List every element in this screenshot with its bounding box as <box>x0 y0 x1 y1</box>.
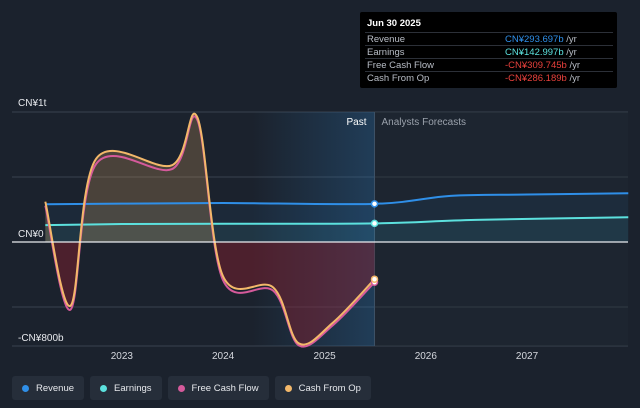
tooltip-row-cash-from-op: Cash From Op -CN¥286.189b /yr <box>365 71 613 84</box>
y-min-label: -CN¥800b <box>18 333 64 344</box>
legend-item-cash-from-op[interactable]: Cash From Op <box>274 376 371 400</box>
y-zero-label: CN¥0 <box>18 229 44 240</box>
earnings-area <box>45 217 629 242</box>
legend-item-earnings[interactable]: Earnings <box>90 376 162 400</box>
tooltip-row-name: Revenue <box>367 34 406 45</box>
legend-label: Cash From Op <box>298 382 361 394</box>
tooltip-row-revenue: Revenue CN¥293.697b /yr <box>365 32 613 45</box>
tooltip-row-name: Cash From Op <box>367 73 430 84</box>
earnings-line <box>45 216 629 227</box>
tooltip-row-unit: /yr <box>569 60 580 71</box>
earnings-marker <box>370 219 379 228</box>
legend-label: Earnings <box>114 382 152 394</box>
tooltip-row-value: CN¥293.697b <box>505 34 564 45</box>
tooltip-row-value: CN¥142.997b <box>505 47 564 58</box>
revenue-line <box>45 192 629 206</box>
x-tick-label: 2024 <box>212 351 235 362</box>
free-cash-flow-dot-icon <box>177 384 185 392</box>
x-tick-label: 2025 <box>313 351 336 362</box>
legend-item-revenue[interactable]: Revenue <box>12 376 85 400</box>
past-highlight-band <box>252 112 375 346</box>
tooltip-row-value: -CN¥286.189b <box>505 73 567 84</box>
tooltip-row-unit: /yr <box>566 47 577 58</box>
tooltip-row-unit: /yr <box>566 34 577 45</box>
cash-from-op-area-positive <box>45 113 375 242</box>
earnings-dot-icon <box>100 384 108 392</box>
y-max-label: CN¥1t <box>18 98 47 109</box>
cash-from-op-area-negative <box>45 242 375 345</box>
cash-from-op-dot-icon <box>284 384 292 392</box>
forecast-label: Analysts Forecasts <box>382 117 466 128</box>
tooltip-row-earnings: Earnings CN¥142.997b /yr <box>365 45 613 58</box>
tooltip-row-free-cash-flow: Free Cash Flow -CN¥309.745b /yr <box>365 58 613 71</box>
x-tick-label: 2023 <box>111 351 134 362</box>
tooltip-row-name: Free Cash Flow <box>367 60 435 71</box>
legend-label: Revenue <box>36 382 75 394</box>
tooltip-row-value: -CN¥309.745b <box>505 60 567 71</box>
revenue-dot-icon <box>22 384 29 392</box>
legend: Revenue Earnings Free Cash Flow Cash Fro… <box>12 376 371 400</box>
revenue-area <box>45 193 629 242</box>
legend-item-free-cash-flow[interactable]: Free Cash Flow <box>167 376 269 400</box>
forecast-region <box>374 112 628 346</box>
tooltip-row-unit: /yr <box>569 73 580 84</box>
cash-from-op-line <box>44 112 376 346</box>
past-label: Past <box>347 117 367 128</box>
cash-from-op-marker <box>370 275 379 283</box>
tooltip: Jun 30 2025 Revenue CN¥293.697b /yr Earn… <box>360 12 617 88</box>
legend-label: Free Cash Flow <box>191 382 259 394</box>
x-tick-label: 2026 <box>415 351 438 362</box>
tooltip-row-name: Earnings <box>367 47 405 58</box>
x-tick-label: 2027 <box>516 351 539 362</box>
tooltip-date: Jun 30 2025 <box>367 18 421 29</box>
chart: Past Analysts Forecasts CN¥1t CN¥0 -CN¥800b 2… <box>12 98 629 362</box>
revenue-marker <box>370 200 379 208</box>
